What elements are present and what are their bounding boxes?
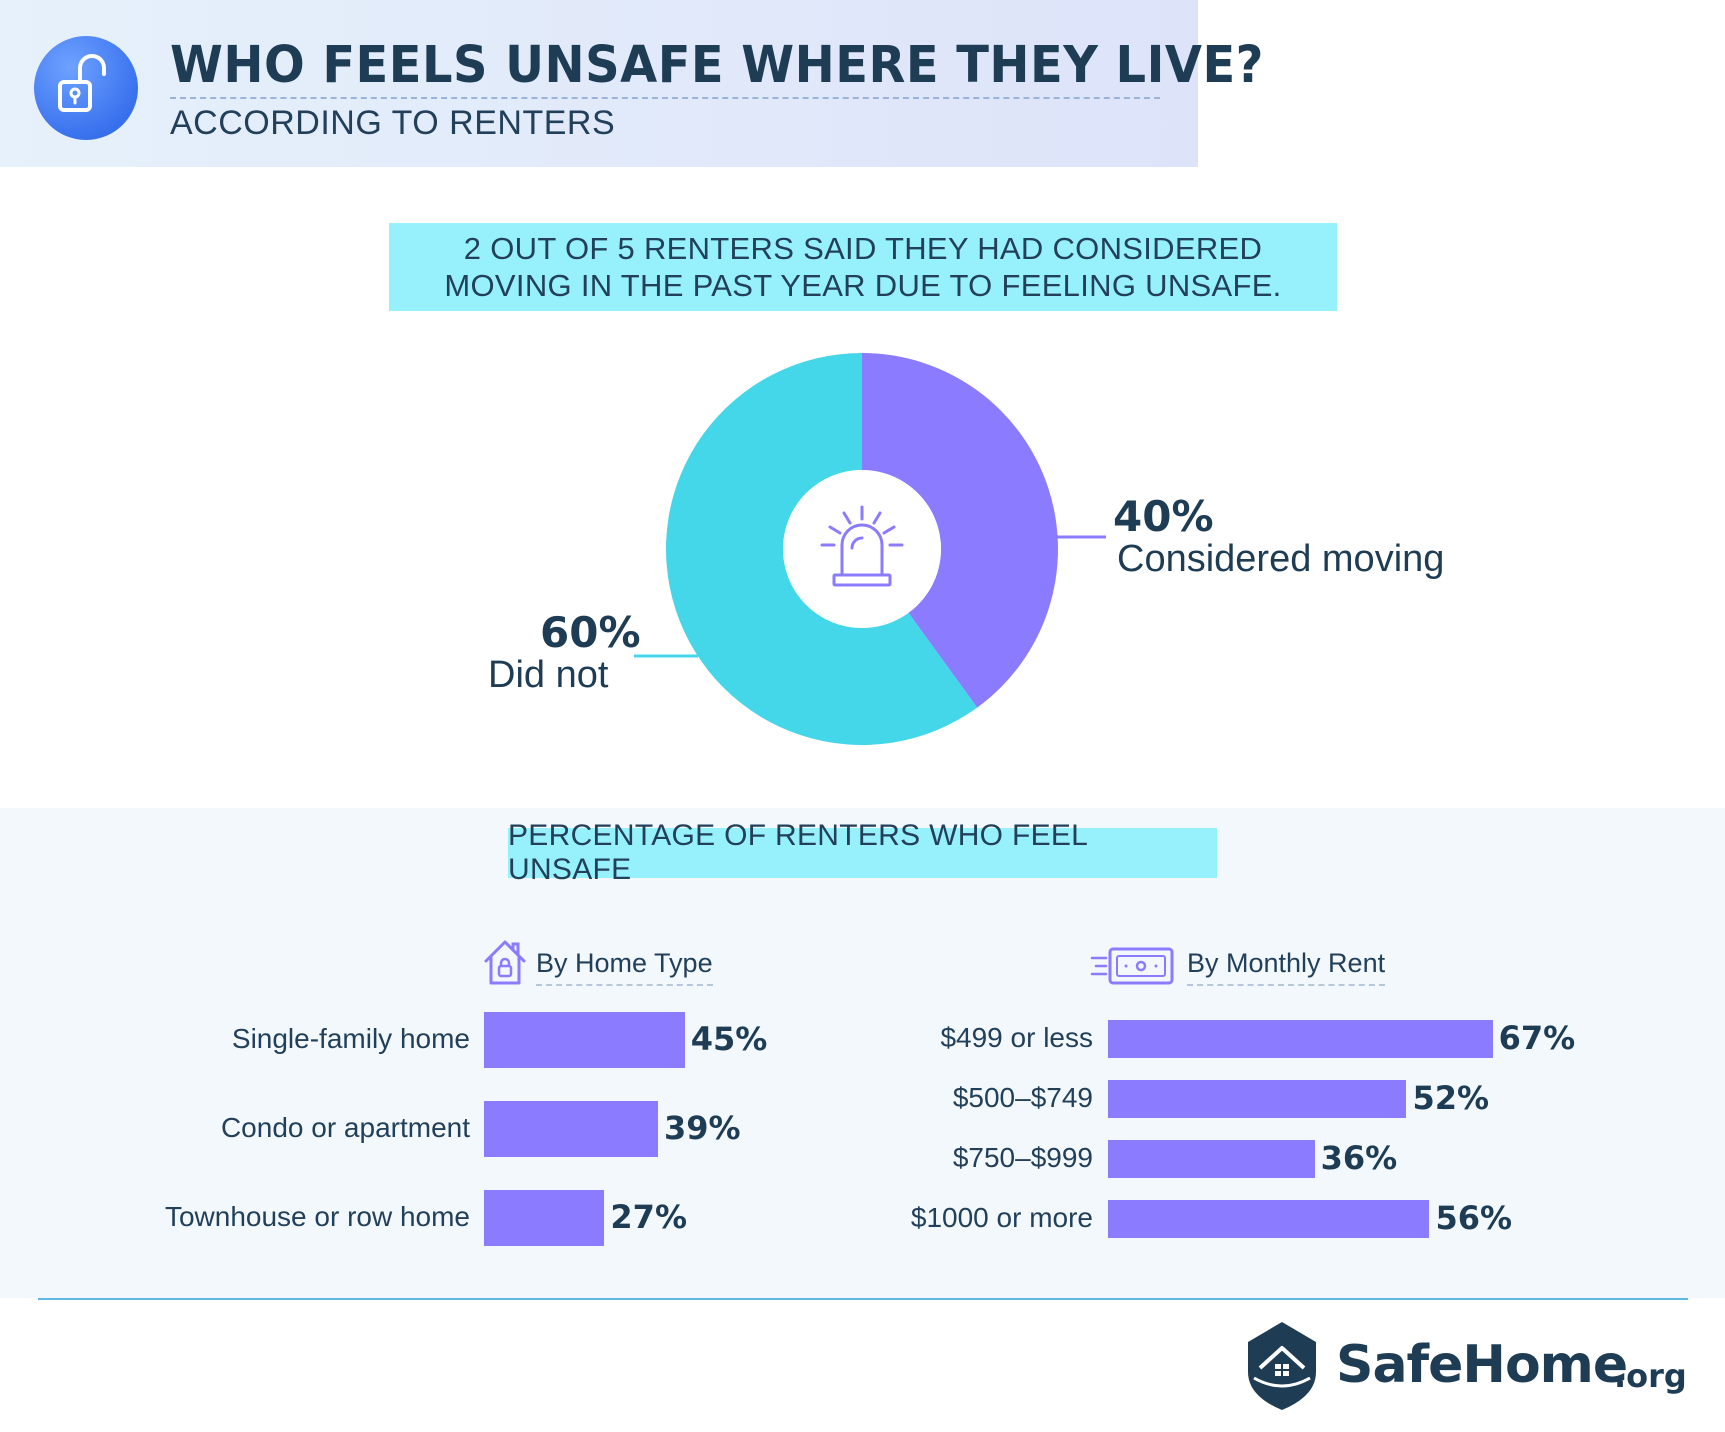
slice-label-considered-moving: Considered moving [1117, 538, 1445, 580]
bar-townhouse-or-row-home [484, 1190, 605, 1246]
shield-house-logo [1248, 1322, 1316, 1410]
bar-category-label: Condo or apartment [220, 1112, 470, 1143]
bar-category-label: Townhouse or row home [164, 1201, 470, 1232]
bar-category-label: $499 or less [940, 1022, 1093, 1053]
donut-chart [634, 353, 1106, 745]
callout-text: 2 OUT OF 5 RENTERS SAID THEY HAD CONSIDE… [444, 231, 1282, 303]
bar-499-or-less [1108, 1020, 1493, 1058]
bar-value-label: 27% [610, 1198, 687, 1236]
bar-500-749 [1108, 1080, 1407, 1118]
bar-value-label: 52% [1412, 1079, 1490, 1117]
bar-value-label: 39% [663, 1109, 741, 1147]
bar-category-label: $1000 or more [910, 1202, 1093, 1233]
money-bill-icon [1090, 947, 1174, 985]
bar-condo-or-apartment [484, 1101, 658, 1157]
section-title-text: PERCENTAGE OF RENTERS WHO FEEL UNSAFE [508, 819, 1088, 886]
donut-slice-did-not [665, 353, 978, 745]
header-banner: WHO FEELS UNSAFE WHERE THEY LIVE? ACCORD… [0, 0, 1263, 167]
home-type-heading: By Home Type [536, 948, 713, 986]
donut-slice-considered-moving [862, 353, 1058, 708]
page-title: WHO FEELS UNSAFE WHERE THEY LIVE? [170, 36, 1264, 95]
bar-category-label: Single-family home [231, 1023, 470, 1054]
house-lock-icon [484, 940, 526, 985]
footer-divider [38, 1298, 1688, 1300]
callout-banner: 2 OUT OF 5 RENTERS SAID THEY HAD CONSIDE… [389, 223, 1337, 311]
unlocked-padlock-icon [34, 36, 138, 140]
brand-suffix: .org [1614, 1357, 1687, 1395]
slice-label-did-not: Did not [488, 654, 609, 696]
slice-value-considered-moving: 40% [1113, 492, 1214, 541]
bar-value-label: 67% [1498, 1019, 1576, 1057]
monthly-rent-heading-text: By Monthly Rent [1187, 948, 1386, 978]
brand-name: SafeHome [1336, 1335, 1628, 1395]
bar-750-999 [1108, 1140, 1315, 1178]
bar-category-label: $500–$749 [952, 1082, 1093, 1113]
home-type-heading-text: By Home Type [536, 948, 713, 978]
title-divider [170, 97, 1160, 99]
section-title: PERCENTAGE OF RENTERS WHO FEEL UNSAFE [508, 819, 1217, 886]
siren-icon [820, 505, 904, 587]
page-subtitle: ACCORDING TO RENTERS [170, 104, 616, 142]
bar-1000-or-more [1108, 1200, 1430, 1238]
bar-single-family-home [484, 1012, 685, 1068]
bar-value-label: 36% [1320, 1139, 1398, 1177]
slice-value-did-not: 60% [540, 608, 641, 657]
bar-category-label: $750–$999 [952, 1142, 1093, 1173]
donut-center [783, 470, 941, 628]
bar-value-label: 45% [690, 1020, 768, 1058]
monthly-rent-heading: By Monthly Rent [1187, 948, 1386, 986]
bar-value-label: 56% [1435, 1199, 1513, 1237]
